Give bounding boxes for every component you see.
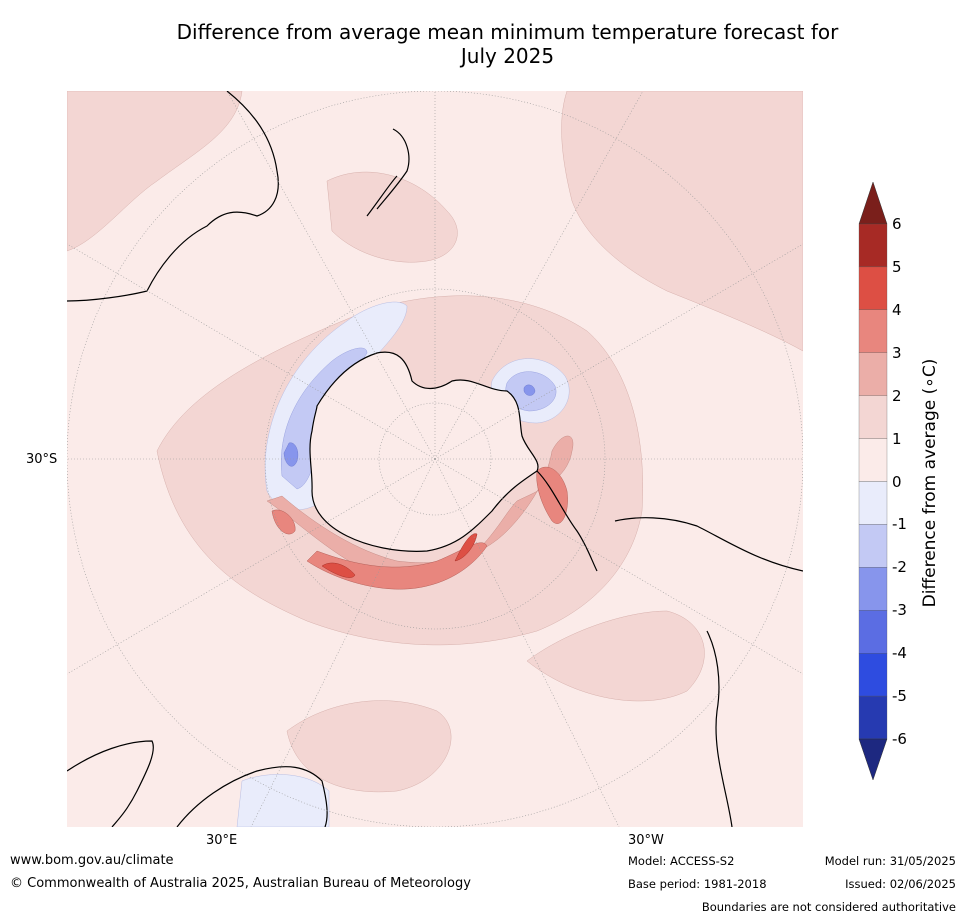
map-canvas: [67, 91, 803, 827]
colorbar: [858, 182, 888, 781]
colorbar-bin: [858, 395, 888, 439]
new-zealand-coast: [366, 128, 410, 217]
colorbar-bin: [858, 610, 888, 654]
anomaly-zone-neg-2-3-west: [283, 442, 299, 467]
south-america-coast: [614, 517, 803, 827]
title-line-1: Difference from average mean minimum tem…: [176, 20, 839, 44]
anomaly-zone-1-2-south: [286, 700, 452, 793]
colorbar-tick-label: 5: [892, 257, 902, 276]
anomaly-map: [67, 91, 803, 827]
colorbar-tick-label: -6: [892, 730, 907, 748]
colorbar-bin: [858, 695, 888, 740]
colorbar-bin: [858, 266, 888, 310]
base-period: Base period: 1981-2018: [628, 877, 767, 891]
colorbar-bin: [858, 309, 888, 353]
colorbar-tick-label: -4: [892, 644, 907, 663]
anomaly-zone-1-2-southeast: [526, 610, 705, 702]
colorbar-bin: [858, 653, 888, 697]
anomaly-zone-3-4-west-patch: [271, 509, 296, 535]
colorbar-bin: [858, 481, 888, 525]
colorbar-tick-label: 0: [892, 472, 902, 491]
colorbar-tick-label: 2: [892, 386, 902, 405]
anomaly-zone-3-4-peninsula: [536, 466, 568, 524]
colorbar-tick-label: 3: [892, 343, 902, 362]
colorbar-bin: [858, 438, 888, 482]
model-name: Model: ACCESS-S2: [628, 854, 735, 868]
anomaly-zone-1-2-nz: [326, 171, 458, 263]
anomaly-zone-4-5-band: [321, 562, 356, 578]
colorbar-tick-label: -3: [892, 601, 907, 620]
australia-coast: [67, 91, 279, 302]
colorbar-tick-label: -1: [892, 515, 907, 534]
colorbar-tick-label: -5: [892, 687, 907, 706]
title-line-2: July 2025: [460, 44, 555, 68]
anomaly-zone-1-2-northwest: [67, 91, 243, 252]
colorbar-under-arrow: [858, 738, 888, 781]
colorbar-bin: [858, 567, 888, 611]
colorbar-over-arrow: [858, 182, 888, 225]
anomaly-zone-neg-0-1-southwest: [236, 774, 330, 827]
colorbar-tick-label: 4: [892, 300, 902, 319]
colorbar-tick-label: -2: [892, 558, 907, 577]
anomaly-zone-4-5-east: [454, 533, 478, 562]
copyright-text: © Commonwealth of Australia 2025, Austra…: [10, 876, 471, 891]
label-30e: 30°E: [206, 833, 238, 848]
graticule: [67, 91, 803, 827]
model-run: Model run: 31/05/2025: [824, 854, 956, 868]
africa-coast: [67, 740, 154, 827]
antarctic-peninsula: [536, 470, 598, 572]
chart-title: Difference from average mean minimum tem…: [60, 20, 955, 68]
disclaimer: Boundaries are not considered authoritat…: [701, 900, 956, 914]
issued-date: Issued: 02/06/2025: [845, 877, 956, 891]
colorbar-bin: [858, 524, 888, 568]
website-link[interactable]: www.bom.gov.au/climate: [10, 853, 174, 868]
colorbar-tick-label: 6: [892, 215, 902, 233]
colorbar-bin: [858, 223, 888, 268]
label-30w: 30°W: [628, 833, 664, 848]
colorbar-bin: [858, 352, 888, 396]
antarctica-coast: [309, 351, 539, 552]
colorbar-tick-label: 1: [892, 429, 902, 448]
africa-coast-south: [176, 766, 328, 827]
colorbar-label: Difference from average (∘C): [920, 358, 940, 608]
anomaly-zone-neg-2-3-east: [523, 384, 536, 396]
anomaly-zone-1-2-north: [561, 91, 803, 352]
label-30s: 30°S: [26, 452, 58, 467]
